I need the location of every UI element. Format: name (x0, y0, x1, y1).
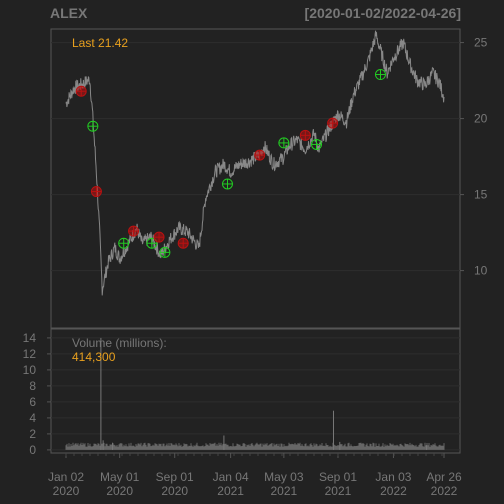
x-tick-label: May 03 (264, 470, 304, 484)
price-tick-label: 10 (474, 264, 488, 278)
buy-marker (87, 120, 99, 132)
volume-tick-label: 6 (29, 395, 36, 409)
sell-marker (128, 225, 140, 237)
price-series-line (65, 30, 445, 296)
price-panel-frame (50, 28, 461, 329)
volume-value: 414,300 (72, 350, 116, 364)
sell-marker (177, 237, 189, 249)
x-tick-label: 2021 (217, 484, 244, 498)
price-tick-label: 20 (474, 112, 488, 126)
sell-marker (75, 85, 87, 97)
price-tick-label: 15 (474, 188, 488, 202)
x-tick-label: Apr 26 (426, 470, 462, 484)
buy-marker (118, 237, 130, 249)
x-tick-label: 2022 (380, 484, 407, 498)
buy-marker (278, 137, 290, 149)
volume-tick-label: 0 (29, 443, 36, 457)
volume-tick-label: 4 (29, 411, 36, 425)
sell-marker (254, 149, 266, 161)
ticker-label: ALEX (50, 5, 88, 21)
x-tick-label: 2021 (325, 484, 352, 498)
volume-tick-label: 2 (29, 427, 36, 441)
volume-tick-label: 10 (23, 363, 37, 377)
x-tick-label: May 01 (100, 470, 140, 484)
sell-marker (299, 129, 311, 141)
volume-bars (65, 442, 445, 450)
x-tick-label: 2020 (53, 484, 80, 498)
sell-marker (327, 117, 339, 129)
x-tick-label: 2020 (161, 484, 188, 498)
sell-marker (153, 231, 165, 243)
x-tick-label: 2022 (431, 484, 458, 498)
volume-panel-frame (50, 328, 461, 454)
date-range-label: [2020-01-02/2022-04-26] (304, 5, 461, 21)
sell-marker (90, 186, 102, 198)
volume-tick-label: 14 (23, 331, 37, 345)
x-tick-label: Sep 01 (156, 470, 194, 484)
x-tick-label: Sep 01 (319, 470, 357, 484)
x-tick-label: 2020 (106, 484, 133, 498)
volume-tick-label: 12 (23, 347, 37, 361)
volume-label: Volume (millions): (72, 336, 167, 350)
volume-tick-label: 8 (29, 379, 36, 393)
x-tick-label: Jan 04 (213, 470, 249, 484)
x-tick-label: 2021 (271, 484, 298, 498)
buy-marker (159, 246, 171, 258)
buy-marker (221, 178, 233, 190)
buy-marker (146, 237, 158, 249)
buy-marker (374, 69, 386, 81)
price-tick-label: 25 (474, 36, 488, 50)
x-tick-label: Jan 02 (48, 470, 84, 484)
last-price-label: Last 21.42 (72, 36, 129, 50)
buy-marker (311, 138, 323, 150)
x-tick-label: Jan 03 (375, 470, 411, 484)
